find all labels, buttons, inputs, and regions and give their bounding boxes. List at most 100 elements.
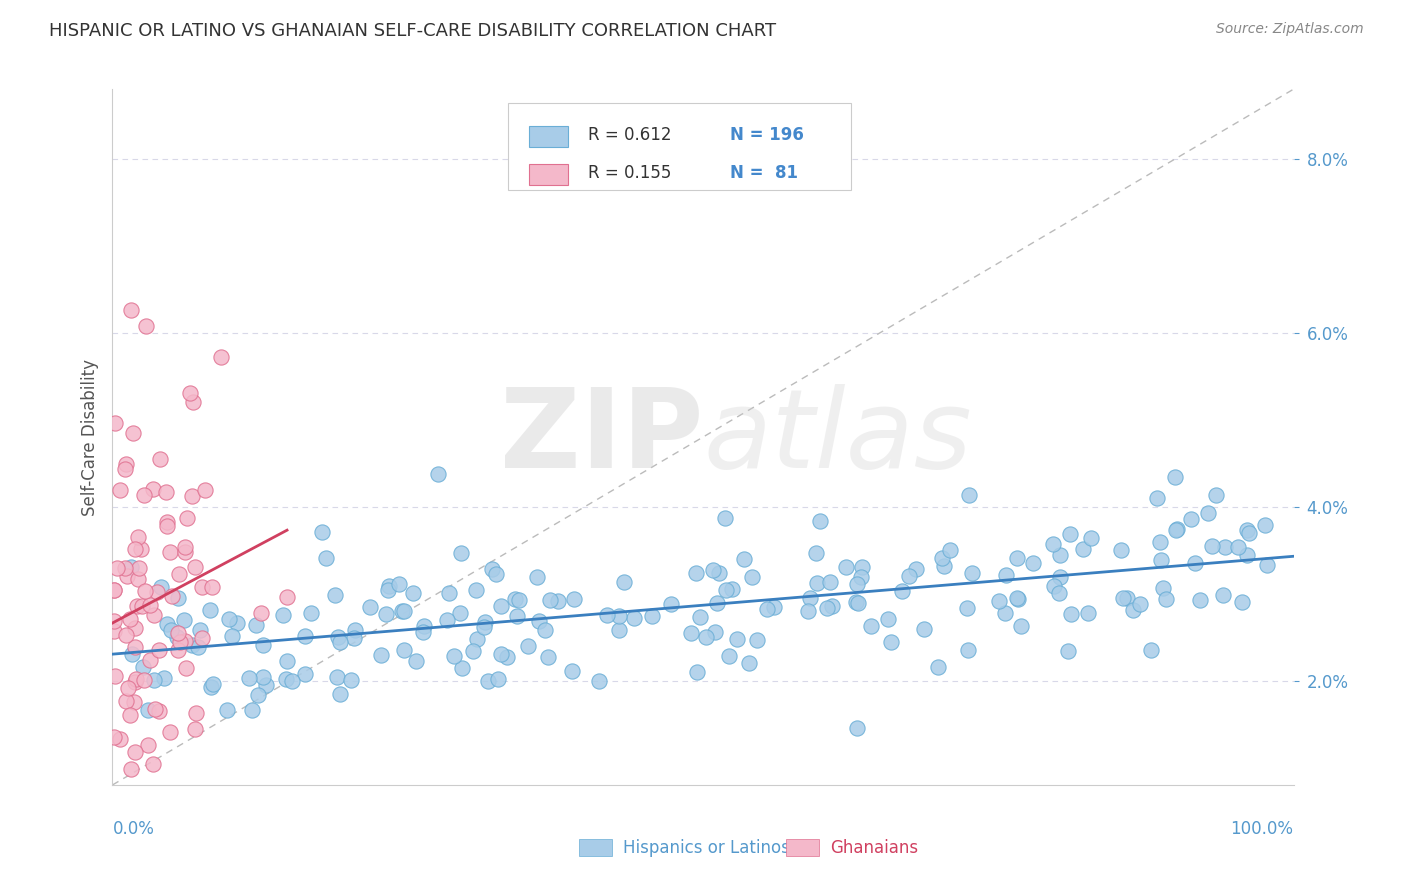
Point xyxy=(427,467,450,482)
Point xyxy=(927,660,949,674)
Point xyxy=(344,623,367,637)
Point xyxy=(114,694,136,708)
Point xyxy=(481,562,503,576)
Point xyxy=(465,632,488,646)
Point xyxy=(496,650,519,665)
Point xyxy=(340,673,363,688)
Point xyxy=(156,519,179,533)
Point xyxy=(537,649,560,664)
Point xyxy=(880,635,903,649)
Point xyxy=(160,624,183,638)
Point xyxy=(561,664,583,678)
Point xyxy=(105,561,128,575)
Point xyxy=(891,583,914,598)
Point xyxy=(391,604,413,618)
Point xyxy=(104,804,127,818)
Point xyxy=(1005,591,1028,606)
Point xyxy=(329,687,352,701)
Point xyxy=(527,615,550,629)
Point xyxy=(378,579,401,593)
Point xyxy=(956,601,979,615)
Point xyxy=(1059,526,1081,541)
Point xyxy=(146,584,169,599)
Point xyxy=(477,673,499,688)
Point xyxy=(142,482,165,496)
Point xyxy=(1236,523,1258,537)
Point xyxy=(160,589,183,603)
Point xyxy=(702,563,724,577)
Bar xyxy=(579,839,612,856)
Point xyxy=(138,598,160,612)
Point xyxy=(689,610,711,624)
Point xyxy=(1156,591,1178,606)
Point xyxy=(486,672,509,686)
Point xyxy=(607,624,630,638)
Point xyxy=(1073,542,1095,557)
Point xyxy=(120,762,142,776)
Point xyxy=(186,706,208,720)
Text: 100.0%: 100.0% xyxy=(1230,820,1294,838)
Point xyxy=(136,739,159,753)
Point xyxy=(1057,644,1080,658)
Point xyxy=(121,647,143,661)
Point xyxy=(325,670,347,684)
Point xyxy=(104,669,127,683)
Point xyxy=(1047,586,1070,600)
Point xyxy=(412,624,434,639)
Point xyxy=(489,648,512,662)
Point xyxy=(124,674,146,689)
Point xyxy=(294,667,316,681)
Point xyxy=(706,596,728,610)
Point xyxy=(596,607,619,622)
Point xyxy=(745,632,768,647)
Point xyxy=(247,688,270,702)
Point xyxy=(1049,570,1071,584)
Point xyxy=(120,560,142,574)
Point xyxy=(607,609,630,624)
Point xyxy=(184,722,207,736)
Point xyxy=(834,560,856,574)
Point xyxy=(122,695,145,709)
Point xyxy=(709,566,731,580)
Point xyxy=(725,632,748,647)
Point xyxy=(534,623,557,637)
Point xyxy=(114,560,136,574)
Point xyxy=(845,595,868,609)
Point xyxy=(695,630,717,644)
Point xyxy=(294,630,316,644)
Point xyxy=(240,703,263,717)
Point xyxy=(474,615,496,629)
Point xyxy=(299,607,322,621)
Point xyxy=(274,672,297,686)
Point xyxy=(179,386,201,401)
Point xyxy=(120,804,142,818)
Point xyxy=(120,303,142,318)
Point xyxy=(412,619,434,633)
Point xyxy=(238,671,260,685)
Point xyxy=(1022,557,1045,571)
Point xyxy=(124,542,146,557)
Point xyxy=(1237,525,1260,540)
Text: ZIP: ZIP xyxy=(499,384,703,491)
Text: R = 0.155: R = 0.155 xyxy=(589,164,672,182)
Point xyxy=(1236,548,1258,562)
Point xyxy=(1077,606,1099,620)
Point xyxy=(124,621,146,635)
Point xyxy=(176,510,198,524)
Point xyxy=(114,627,136,641)
Point xyxy=(1180,512,1202,526)
Point xyxy=(323,588,346,602)
Bar xyxy=(530,126,568,146)
Point xyxy=(200,680,222,694)
Point xyxy=(198,603,221,617)
Text: atlas: atlas xyxy=(703,384,972,491)
Point xyxy=(960,566,983,580)
Point xyxy=(103,582,125,597)
Point xyxy=(897,569,920,583)
Point xyxy=(1007,591,1029,606)
Point xyxy=(120,708,142,723)
Point xyxy=(115,568,138,582)
Point xyxy=(465,583,488,598)
Point xyxy=(877,612,900,626)
Point xyxy=(115,457,138,471)
